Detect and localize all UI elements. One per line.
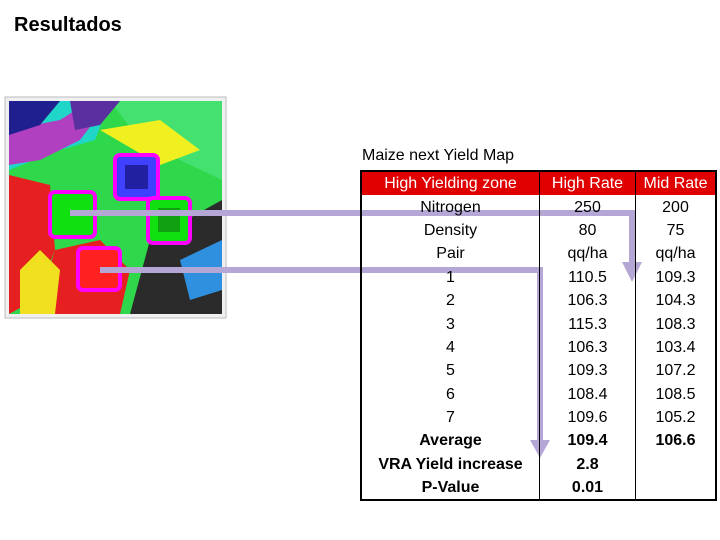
table-cell: 108.5	[635, 382, 716, 406]
table-cell: 6	[360, 382, 540, 406]
table-cell: 80	[539, 218, 636, 243]
table-cell: 108.4	[539, 382, 636, 406]
table-cell: 109.6	[539, 405, 636, 430]
table-row: Pair qq/ha qq/ha	[360, 242, 716, 266]
table-cell: VRA Yield increase	[360, 452, 540, 477]
table-cell: 200	[635, 195, 716, 219]
table-cell: 3	[360, 312, 540, 336]
table-cell: 103.4	[635, 335, 716, 360]
table-cell: Nitrogen	[360, 195, 540, 219]
slide-title: Resultados	[14, 14, 122, 36]
table-row: 7 109.6 105.2	[360, 405, 716, 430]
empty-cell	[635, 476, 716, 501]
table-row: 5 109.3 107.2	[360, 359, 716, 383]
table-cell: Average	[360, 429, 540, 453]
table-cell: 108.3	[635, 312, 716, 336]
table-row: 1 110.5 109.3	[360, 265, 716, 289]
column-header: High Rate	[539, 171, 636, 196]
table-cell: 106.3	[539, 288, 636, 313]
table-cell: 1	[360, 265, 540, 289]
table-cell: 109.3	[539, 359, 636, 383]
table-cell: 7	[360, 405, 540, 430]
table-row: P-Value 0.01	[360, 476, 716, 501]
table-row: 6 108.4 108.5	[360, 382, 716, 406]
table-row: Density 80 75	[360, 218, 716, 243]
table-cell: 5	[360, 359, 540, 383]
table-cell: 75	[635, 218, 716, 243]
table-cell: qq/ha	[635, 242, 716, 266]
table-cell: 105.2	[635, 405, 716, 430]
table-cell: P-Value	[360, 476, 540, 501]
table-cell: 0.01	[539, 476, 636, 501]
table-row: 3 115.3 108.3	[360, 312, 716, 336]
results-table: High Yielding zone High Rate Mid Rate Nitro…	[360, 170, 717, 502]
table-cell: 109.4	[539, 429, 636, 453]
table-cell: 4	[360, 335, 540, 360]
table-row: 2 106.3 104.3	[360, 288, 716, 313]
table-cell: 250	[539, 195, 636, 219]
table-cell: 2.8	[539, 452, 636, 477]
table-cell: 109.3	[635, 265, 716, 289]
table-row: VRA Yield increase 2.8	[360, 452, 716, 477]
table-cell: qq/ha	[539, 242, 636, 266]
table-cell: Pair	[360, 242, 540, 266]
table-caption: Maize next Yield Map	[362, 147, 515, 164]
table-row: 4 106.3 103.4	[360, 335, 716, 360]
column-header: High Yielding zone	[360, 171, 540, 196]
table-row: Nitrogen 250 200	[360, 195, 716, 219]
table-cell: 107.2	[635, 359, 716, 383]
table-cell: 106.6	[635, 429, 716, 453]
empty-cell	[635, 452, 716, 477]
table-cell: 110.5	[539, 265, 636, 289]
table-cell: 2	[360, 288, 540, 313]
table-cell: 104.3	[635, 288, 716, 313]
table-cell: 115.3	[539, 312, 636, 336]
column-header: Mid Rate	[635, 171, 716, 196]
table-cell: Density	[360, 218, 540, 243]
table-row: Average 109.4 106.6	[360, 429, 716, 453]
table-cell: 106.3	[539, 335, 636, 360]
